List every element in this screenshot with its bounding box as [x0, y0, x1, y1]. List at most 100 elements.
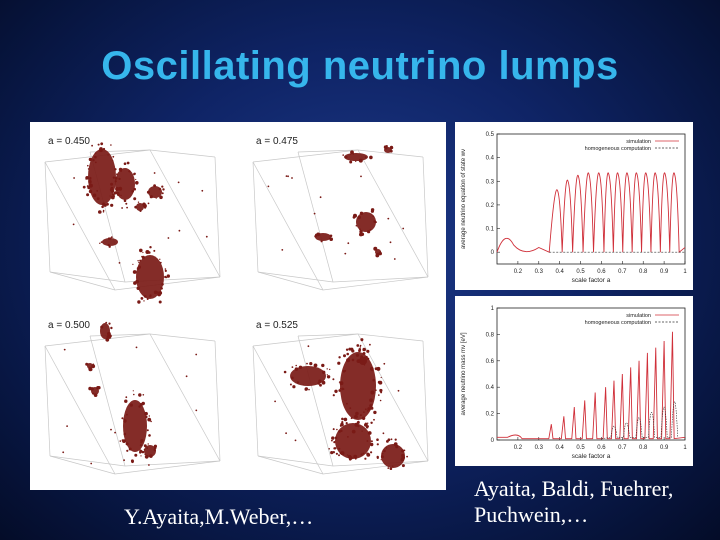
lump-fragment	[319, 383, 322, 387]
box-edge	[214, 156, 221, 278]
y-tick-label: 0.1	[486, 227, 495, 233]
slide-title: Oscillating neutrino lumps	[101, 44, 619, 88]
lump-fragment	[153, 249, 156, 252]
box-edge	[257, 271, 324, 291]
lump-fragment	[290, 376, 294, 380]
neutrino-lump	[87, 363, 93, 369]
simulation-series-line	[497, 331, 686, 440]
lump-fragment	[332, 394, 335, 397]
box-edge	[44, 345, 51, 457]
box-edge	[297, 335, 334, 467]
lump-fragment	[161, 192, 164, 195]
lump-fragment	[109, 237, 112, 240]
lump-fragment	[294, 367, 299, 371]
lump-speck	[62, 451, 65, 454]
lump-fragment	[108, 322, 111, 325]
lump-fragment	[355, 411, 359, 416]
lump-fragment	[338, 454, 340, 457]
box-edge	[89, 335, 126, 467]
box-edge	[149, 333, 216, 342]
lump-fragment	[102, 211, 105, 213]
lump-fragment	[158, 300, 162, 304]
lump-fragment	[155, 197, 157, 199]
lump-speck	[178, 229, 181, 232]
lump-fragment	[369, 398, 373, 402]
lump-speck	[382, 432, 385, 435]
lump-fragment	[370, 209, 374, 213]
lump-fragment	[393, 442, 398, 447]
lump-fragment	[310, 362, 313, 365]
lump-speck	[126, 206, 128, 209]
lump-fragment	[159, 290, 162, 292]
lump-fragment	[91, 364, 96, 369]
lump-speck	[291, 177, 293, 179]
lump-fragment	[383, 145, 388, 149]
equation-of-state-plot: 0.2 0.3 0.4 0.5 0.6 0.7 0.8 0.9 1 0 0.1 0.2 0.3 0.4 0.…	[461, 132, 687, 284]
lump-fragment	[140, 297, 144, 300]
lump-fragment	[139, 259, 142, 262]
lump-fragment	[366, 357, 370, 360]
lump-fragment	[332, 378, 335, 381]
lump-speck	[274, 400, 276, 403]
lump-speck	[135, 346, 138, 349]
lump-fragment	[333, 441, 336, 444]
lump-fragment	[342, 154, 344, 156]
box-edge	[297, 149, 359, 153]
neutrino-lump	[381, 444, 405, 468]
lump-fragment	[362, 352, 366, 355]
box-edge	[357, 333, 429, 462]
lump-fragment	[112, 193, 115, 196]
lump-fragment	[98, 210, 102, 214]
lump-fragment	[394, 438, 397, 441]
x-tick-label: 0.8	[639, 445, 648, 451]
lump-fragment	[345, 348, 349, 351]
lump-fragment	[137, 260, 139, 262]
lump-speck	[92, 363, 95, 366]
lump-speck	[66, 425, 68, 427]
y-tick-label: 0	[491, 438, 495, 444]
lump-fragment	[97, 386, 101, 390]
lump-fragment	[378, 394, 380, 396]
lump-fragment	[335, 452, 338, 455]
lump-speck	[389, 241, 392, 244]
lump-fragment	[161, 283, 164, 286]
x-tick-label: 0.5	[576, 269, 585, 275]
lump-fragment	[358, 348, 362, 351]
lump-fragment	[344, 155, 348, 159]
lump-fragment	[120, 170, 122, 172]
neutrino-lump	[340, 352, 376, 420]
lump-fragment	[341, 417, 344, 421]
lump-fragment	[401, 453, 405, 458]
lump-fragment	[85, 362, 89, 366]
box-edge	[114, 276, 221, 291]
credit-right: Ayaita, Baldi, Fuehrer, Puchwein,…	[474, 476, 673, 528]
box-edge	[357, 149, 424, 158]
lump-speck	[94, 161, 97, 164]
lump-fragment	[372, 378, 376, 382]
lump-fragment	[146, 190, 150, 194]
lump-fragment	[89, 177, 92, 180]
lump-fragment	[338, 381, 341, 383]
y-tick-label: 0.5	[486, 132, 495, 138]
lump-fragment	[385, 447, 388, 449]
lump-fragment	[347, 454, 352, 459]
lump-speck	[364, 408, 367, 411]
lump-fragment	[359, 346, 362, 348]
lump-speck	[96, 190, 99, 192]
lump-fragment	[338, 356, 341, 359]
neutrino-lump	[148, 186, 162, 198]
lump-fragment	[354, 414, 358, 419]
x-tick-label: 0.2	[514, 269, 523, 275]
legend-entry-homogeneous: homogeneous computation	[585, 320, 651, 326]
lump-speck	[167, 237, 170, 239]
lump-fragment	[85, 176, 89, 180]
lump-fragment	[376, 443, 379, 446]
lump-speck	[344, 252, 347, 255]
lump-fragment	[142, 394, 145, 396]
lump-fragment	[359, 229, 362, 232]
x-tick-label: 0.4	[555, 269, 564, 275]
lump-fragment	[379, 399, 382, 402]
lump-fragment	[348, 458, 352, 461]
lump-fragment	[367, 230, 371, 234]
lump-fragment	[142, 251, 144, 254]
